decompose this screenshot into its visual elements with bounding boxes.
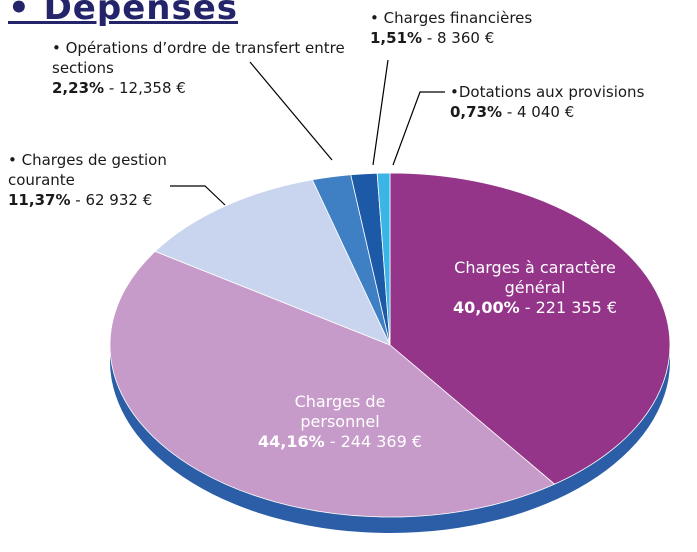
value-label: 44,16%: [257, 432, 325, 451]
category-label: Charges de personnel: [294, 392, 386, 431]
amount-label: 244 369 €: [340, 432, 423, 451]
leader-line: [392, 91, 445, 166]
amount-label: 221 355 €: [535, 298, 618, 317]
slice-label: • Opérations d’ordre de transfert entre …: [52, 38, 362, 98]
slice-label: • Charges financières 1,51% - 8 360 €: [370, 8, 570, 48]
leader-line: [170, 185, 226, 206]
value-line: 0,73% - 4 040 €: [450, 103, 575, 121]
value-line: 2,23% - 12,358 €: [52, 79, 186, 97]
slice-label: • Charges de gestion courante 11,37% - 6…: [8, 150, 173, 210]
pie-slice: [376, 172, 391, 346]
amount-label: 62 932 €: [85, 191, 153, 209]
category-label: Opérations d’ordre de transfert entre se…: [52, 39, 345, 77]
pie-slice: [109, 250, 556, 518]
value-line: 40,00% - 221 355 €: [452, 298, 618, 317]
slice-label: Charges à caractère général 40,00% - 221…: [430, 258, 640, 318]
value-label: 40,00%: [452, 298, 520, 317]
amount-label: 8 360 €: [437, 29, 495, 47]
pie: [109, 172, 671, 533]
slice-label: Charges de personnel 44,16% - 244 369 €: [255, 392, 425, 452]
value-line: 44,16% - 244 369 €: [257, 432, 423, 451]
category-label: Charges à caractère général: [454, 258, 616, 297]
pie-slice: [154, 179, 391, 346]
category-label: Charges financières: [383, 9, 533, 27]
value-label: 2,23%: [52, 79, 105, 97]
value-line: 1,51% - 8 360 €: [370, 29, 495, 47]
value-line: 11,37% - 62 932 €: [8, 191, 153, 209]
chart-title: • Dépenses: [8, 0, 238, 28]
amount-label: 4 040 €: [517, 103, 575, 121]
amount-label: 12,358 €: [119, 79, 186, 97]
leader-line: [372, 59, 389, 166]
value-label: 11,37%: [8, 191, 71, 209]
value-label: 1,51%: [370, 29, 423, 47]
category-label: Charges de gestion courante: [8, 151, 167, 189]
pie-slice: [389, 172, 671, 485]
value-label: 0,73%: [450, 103, 503, 121]
category-label: Dotations aux provisions: [458, 83, 645, 101]
leader-line: [249, 61, 333, 161]
slice-label: •Dotations aux provisions 0,73% - 4 040 …: [450, 82, 695, 122]
